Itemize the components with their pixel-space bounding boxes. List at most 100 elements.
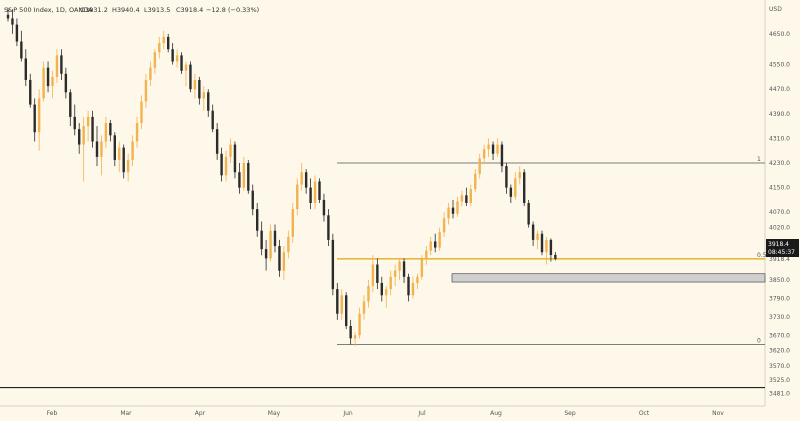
candle-body bbox=[451, 207, 455, 214]
candle-body bbox=[238, 172, 241, 188]
y-tick-label: 3918.4 bbox=[769, 256, 790, 263]
candle-body bbox=[55, 55, 59, 77]
candle-body bbox=[518, 172, 521, 179]
candle-body bbox=[260, 230, 263, 250]
y-tick-label: 4470.0 bbox=[769, 86, 790, 93]
high-value: H3940.4 bbox=[112, 6, 140, 14]
candle-body bbox=[389, 276, 392, 290]
y-tick-label: 3570.0 bbox=[769, 363, 790, 370]
candle-body bbox=[46, 67, 50, 87]
candle-body bbox=[135, 123, 139, 142]
candle-body bbox=[233, 144, 237, 173]
candle-body bbox=[523, 172, 526, 203]
candle-body bbox=[509, 187, 513, 197]
candle-body bbox=[291, 209, 294, 237]
candle-body bbox=[140, 101, 143, 124]
candle-body bbox=[20, 41, 23, 59]
y-tick-label: 3790.0 bbox=[769, 295, 790, 302]
candle-body bbox=[549, 239, 553, 255]
candle-body bbox=[180, 55, 183, 71]
price-axis[interactable]: 4650.0 4550.0 4470.0 4390.0 4310.0 4230.0 4150… bbox=[769, 31, 790, 398]
candle-body bbox=[215, 129, 219, 154]
time-axis[interactable]: Feb Mar Apr May Jun Jul Aug Sep Oct Nov bbox=[47, 410, 725, 417]
candle-body bbox=[95, 141, 99, 157]
candle-body bbox=[86, 116, 90, 127]
candle-body bbox=[478, 158, 481, 174]
candle-body bbox=[442, 218, 446, 233]
fib-level-label: 0 bbox=[757, 337, 761, 344]
candle-body bbox=[487, 144, 490, 150]
candle-body bbox=[496, 144, 499, 154]
candle-body bbox=[175, 55, 179, 62]
candle-body bbox=[91, 116, 94, 142]
candle-body bbox=[104, 123, 108, 142]
candle-body bbox=[153, 52, 157, 68]
candle-body bbox=[362, 301, 366, 314]
candle-body bbox=[540, 233, 544, 253]
candle-body bbox=[482, 149, 486, 159]
candle-body bbox=[78, 129, 81, 145]
candle-body bbox=[304, 172, 308, 188]
candle-body bbox=[282, 252, 286, 271]
change-value: −12.8 (−0.33%) bbox=[206, 6, 259, 14]
candle-body bbox=[11, 18, 14, 25]
candle-body bbox=[420, 258, 424, 277]
candle-body bbox=[278, 246, 281, 271]
y-tick-label: 4550.0 bbox=[769, 62, 790, 69]
candle-body bbox=[184, 64, 188, 71]
candle-body bbox=[82, 126, 85, 145]
candle-body bbox=[300, 172, 303, 185]
candle-body bbox=[318, 181, 321, 200]
candle-body bbox=[15, 24, 19, 42]
candle-body bbox=[327, 215, 330, 240]
candle-body bbox=[491, 144, 495, 154]
x-tick-label: Oct bbox=[639, 410, 650, 417]
candle-body bbox=[242, 163, 246, 188]
candle-body bbox=[37, 98, 41, 133]
candle-body bbox=[460, 195, 464, 202]
candle-body bbox=[24, 58, 27, 80]
x-tick-label: Mar bbox=[120, 410, 132, 417]
candle-body bbox=[465, 195, 468, 203]
x-tick-label: Aug bbox=[490, 410, 502, 417]
candle-body bbox=[371, 264, 375, 287]
x-tick-label: Nov bbox=[712, 410, 724, 417]
price-tag-box bbox=[766, 239, 799, 257]
close-value: C3918.4 bbox=[176, 6, 203, 14]
candle-body bbox=[349, 326, 352, 339]
y-tick-label: 3730.0 bbox=[769, 314, 790, 321]
candle-body bbox=[42, 67, 45, 99]
candle-body bbox=[505, 166, 508, 188]
candles-layer bbox=[6, 7, 557, 347]
chart-drawings: 10.50 bbox=[0, 156, 767, 389]
candle-body bbox=[33, 104, 36, 133]
y-tick-label: 4390.0 bbox=[769, 111, 790, 118]
candle-body bbox=[527, 203, 530, 225]
candle-body bbox=[425, 250, 428, 259]
candle-body bbox=[411, 282, 415, 296]
candle-body bbox=[376, 264, 379, 283]
candle-body bbox=[220, 153, 223, 176]
fib-level-label: 0.5 bbox=[757, 252, 767, 259]
candle-body bbox=[60, 55, 63, 74]
x-tick-label: Jun bbox=[342, 410, 353, 417]
candle-body bbox=[162, 36, 165, 44]
x-tick-label: May bbox=[268, 410, 281, 417]
last-price-tag: 3918.4 08:45:37 bbox=[766, 239, 799, 257]
candle-body bbox=[126, 159, 130, 173]
y-tick-label: 3850.0 bbox=[769, 277, 790, 284]
candle-body bbox=[545, 239, 548, 253]
header-legend: S&P 500 Index, 1D, OANDA O3931.2 H3940.4… bbox=[4, 6, 259, 14]
candle-body bbox=[296, 184, 299, 210]
y-tick-label: 3670.0 bbox=[769, 332, 790, 339]
candle-body bbox=[309, 187, 312, 203]
candle-body bbox=[469, 189, 472, 203]
fib-level-label: 1 bbox=[757, 156, 761, 163]
candle-body bbox=[353, 335, 357, 339]
candle-body bbox=[514, 178, 517, 197]
candle-body bbox=[189, 64, 192, 90]
candle-body bbox=[109, 123, 112, 136]
candle-body bbox=[500, 144, 504, 167]
